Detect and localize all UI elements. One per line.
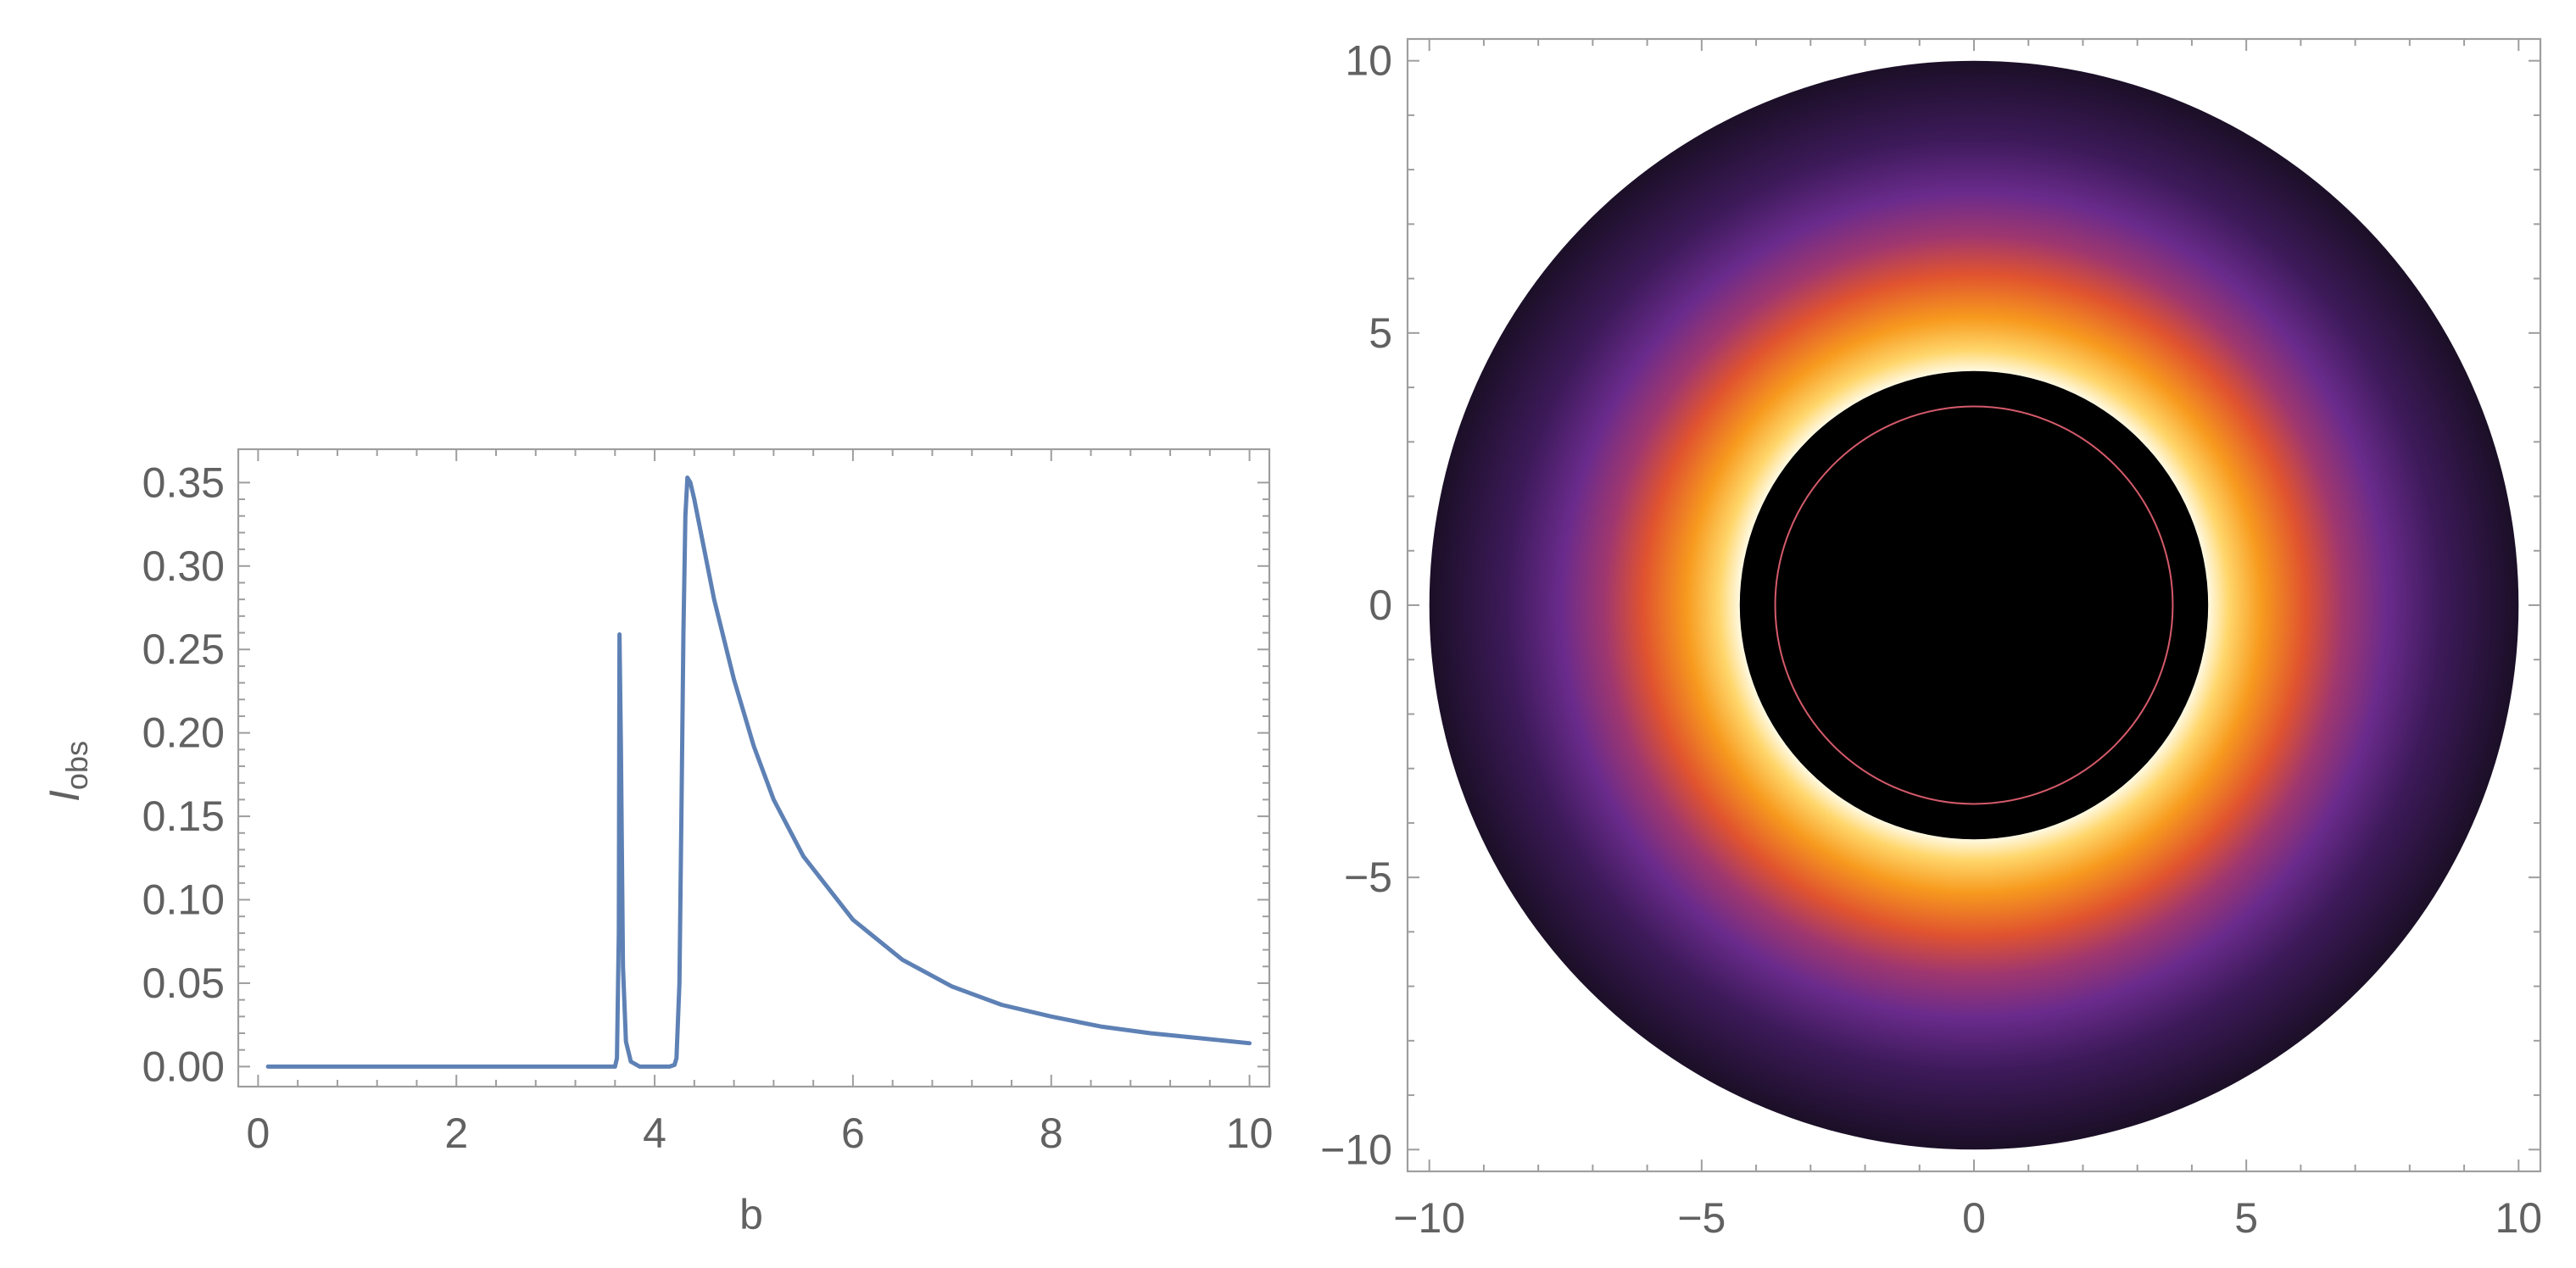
x-tick-label: 10: [2495, 1194, 2542, 1242]
x-tick-label: 8: [1040, 1110, 1063, 1157]
y-tick-label: 0.30: [142, 542, 225, 590]
x-tick-label: −5: [1677, 1194, 1726, 1242]
y-tick-label: 10: [1345, 37, 1392, 85]
x-tick-label: 0: [246, 1110, 270, 1157]
y-tick-label: 0.15: [142, 792, 225, 840]
right-tick-label-group: −10 −5 0 5 10 −10 −5 0 5 10: [1320, 37, 2542, 1242]
black-hole-shadow: [1739, 370, 2209, 840]
x-tick-label: 4: [643, 1110, 666, 1157]
photon-ring: [1774, 405, 2174, 805]
x-tick-label: 2: [444, 1110, 468, 1157]
y-tick-label: 0.35: [142, 459, 225, 506]
y-axis-title: Iobs: [41, 741, 94, 802]
y-tick-label: −5: [1344, 854, 1392, 901]
y-tick-label: 0.20: [142, 709, 225, 757]
left-tick-group: [238, 449, 1269, 1087]
right-tick-group: [1408, 39, 2540, 1171]
y-axis-title-sub: obs: [59, 741, 94, 790]
y-tick-label: 0.00: [142, 1043, 225, 1090]
left-tick-label-group: 0 2 4 6 8 10 0.00 0.05 0.10 0.15 0.20 0.25 0.30 0.35: [142, 459, 1274, 1157]
y-tick-label: 5: [1369, 309, 1392, 357]
intensity-profile-panel: 0 2 4 6 8 100.000.050.100.150.200.250.300.35 …: [41, 448, 1274, 1238]
y-tick-label: 0.25: [142, 626, 225, 673]
x-axis-title: b: [739, 1191, 763, 1238]
y-tick-label: 0.05: [142, 959, 225, 1007]
x-tick-label: 6: [841, 1110, 865, 1157]
x-tick-label: −10: [1393, 1194, 1465, 1242]
shadow-image-panel: −10 −5 0 5 10 −10 −5 0 5 10: [1320, 37, 2542, 1242]
x-tick-label: 10: [1226, 1110, 1274, 1157]
plot-frame: [237, 448, 1271, 1088]
intensity-curve: [265, 475, 1252, 1069]
y-tick-label: −10: [1320, 1126, 1392, 1173]
y-tick-label: 0: [1369, 581, 1392, 629]
y-tick-label: 0.10: [142, 876, 225, 924]
x-tick-label: 0: [1962, 1194, 1986, 1242]
x-tick-label: 5: [2234, 1194, 2258, 1242]
y-axis-title-main: I: [41, 790, 88, 802]
